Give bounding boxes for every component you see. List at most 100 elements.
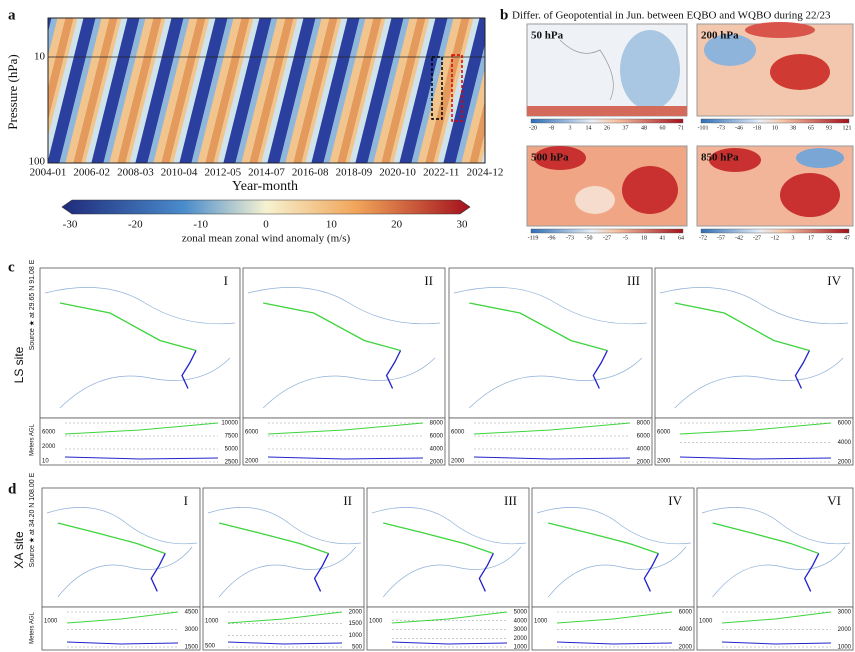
colorbar xyxy=(530,118,684,124)
panel-numeral: II xyxy=(343,493,352,508)
y-tick-label: 100 xyxy=(29,156,46,168)
coastline xyxy=(701,507,851,598)
x-tick-label: 2018-09 xyxy=(336,167,373,179)
colorbar xyxy=(700,228,850,234)
colorbar-tick-label: 41 xyxy=(660,235,666,241)
x-tick-label: 2004-01 xyxy=(30,167,67,179)
colorbar-tick-label: 14 xyxy=(586,125,592,131)
x-tick-label: 2006-02 xyxy=(73,167,110,179)
y-tick-label: 4000 xyxy=(637,447,651,453)
axis-label: Meters AGL xyxy=(30,424,36,456)
colorbar-tick-label: 71 xyxy=(678,125,684,131)
coastline xyxy=(44,287,236,409)
map-level: 850 hPa xyxy=(701,152,739,164)
colorbar-tick-label: 18 xyxy=(641,235,647,241)
map xyxy=(696,145,854,227)
colorbar-tick-label: -46 xyxy=(735,125,743,131)
colorbar-tick-label: -8 xyxy=(549,125,554,131)
profile-blue xyxy=(66,641,179,645)
y-tick-label: 1000 xyxy=(369,619,383,625)
trajectory-green xyxy=(59,302,197,352)
map-level: 500 hPa xyxy=(531,152,569,164)
trajectory-green xyxy=(548,522,659,555)
trajectory-blue xyxy=(150,553,166,592)
profile-green xyxy=(227,611,343,624)
trajectory-blue xyxy=(478,553,494,592)
profile-blue xyxy=(227,641,343,645)
panel-numeral: I xyxy=(184,493,188,508)
colorbar-tick-label: 65 xyxy=(808,125,814,131)
site-label: XA site xyxy=(12,531,26,569)
y-tick-label: 2000 xyxy=(679,645,693,651)
profile-blue xyxy=(721,641,832,645)
y-tick-label: 2000 xyxy=(838,460,852,466)
trajectory-blue xyxy=(592,350,608,389)
profile-green xyxy=(66,611,179,624)
trajectory-blue xyxy=(181,350,197,389)
y-tick-label: 10 xyxy=(34,51,46,63)
y-tick-label: 2000 xyxy=(838,627,852,633)
x-tick-label: 2014-07 xyxy=(248,167,285,179)
profile-green xyxy=(267,422,424,435)
coastline xyxy=(46,507,198,598)
colorbar-tick-label: 10 xyxy=(772,125,778,131)
y-tick-label: 6000 xyxy=(637,434,651,440)
y-tick-label: 1000 xyxy=(699,619,713,625)
colorbar-tick-label: 26 xyxy=(604,125,610,131)
panel-numeral: IV xyxy=(827,273,841,288)
coastline xyxy=(207,507,361,598)
panel-label: b xyxy=(500,7,508,23)
profile-blue xyxy=(391,641,508,645)
profile-green xyxy=(721,611,832,624)
trajectory-map xyxy=(202,487,365,608)
x-tick-label: 2008-03 xyxy=(117,167,154,179)
axis-label: Meters AGL xyxy=(30,612,36,644)
y-tick-label: 2000 xyxy=(451,459,465,465)
panel-label: a xyxy=(8,7,16,23)
y-tick-label: 6000 xyxy=(42,430,56,436)
colorbar-tick-label: -20 xyxy=(529,125,537,131)
profile-green xyxy=(64,422,219,435)
trajectory-green xyxy=(674,302,810,352)
colorbar-tick-label: -5 xyxy=(623,235,628,241)
trajectory-green xyxy=(469,302,608,352)
panel-label: d xyxy=(8,481,17,497)
profile-green xyxy=(473,422,631,435)
y-tick-label: 1000 xyxy=(838,645,852,651)
panel-numeral: III xyxy=(504,493,517,508)
trajectory-green xyxy=(57,522,166,555)
y-tick-label: 1000 xyxy=(44,619,58,625)
panel-label: c xyxy=(8,259,15,275)
profile-blue xyxy=(267,456,424,460)
profile-blue xyxy=(473,456,631,460)
y-tick-label: 2000 xyxy=(42,444,56,450)
colorbar-tick-label: 30 xyxy=(457,219,469,231)
y-tick-label: 5000 xyxy=(514,610,528,616)
trajectory-blue xyxy=(643,553,659,592)
colorbar-tick-label: -27 xyxy=(603,235,611,241)
colorbar-tick-label: -101 xyxy=(698,125,709,131)
x-tick-label: 2024-12 xyxy=(467,167,504,179)
trajectory-map xyxy=(654,267,854,419)
panel-numeral: VI xyxy=(827,493,841,508)
trajectory-green xyxy=(218,522,329,555)
colorbar-tick-label: 48 xyxy=(641,125,647,131)
axis-label: Pressure (hPa) xyxy=(5,54,20,129)
y-tick-label: 1000 xyxy=(534,619,548,625)
map xyxy=(696,22,854,117)
y-tick-label: 1500 xyxy=(349,621,363,627)
colorbar-tick-label: -119 xyxy=(528,235,539,241)
map-level: 200 hPa xyxy=(701,30,739,42)
y-tick-label: 8000 xyxy=(637,421,651,427)
coastline xyxy=(453,287,647,409)
site-label: LS site xyxy=(12,346,26,383)
map xyxy=(526,23,688,117)
y-tick-label: 3000 xyxy=(514,627,528,633)
wind-heatmap xyxy=(47,17,486,164)
y-tick-label: 1000 xyxy=(514,645,528,651)
profile-green xyxy=(556,611,673,624)
trajectory-map xyxy=(39,267,241,419)
y-tick-label: 2000 xyxy=(349,610,363,616)
y-tick-label: 8000 xyxy=(430,421,444,427)
